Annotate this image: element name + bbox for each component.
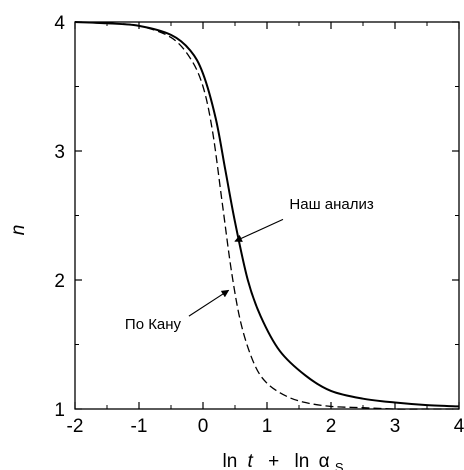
x-axis-label-ln2: ln <box>295 451 310 470</box>
x-tick-label: 2 <box>326 416 337 437</box>
x-axis-label-ln1: ln <box>222 451 237 470</box>
ticks <box>74 21 460 410</box>
x-tick-label: 1 <box>262 416 273 437</box>
annotation-label: По Кану <box>125 316 182 333</box>
y-tick-label: 3 <box>54 142 65 163</box>
x-tick-label: 4 <box>454 416 464 437</box>
tick-labels: -2 -1 0 1 2 3 4 1 2 3 4 <box>54 13 464 437</box>
y-tick-label: 1 <box>54 400 65 421</box>
series-line-dashed <box>74 21 459 410</box>
annotation-arrow <box>188 289 230 317</box>
plot-frame <box>74 21 460 410</box>
annotation-label: Наш анализ <box>289 196 373 213</box>
x-axis-label: ln t + ln α S <box>222 451 343 470</box>
x-tick-label: -1 <box>131 416 148 437</box>
x-axis-label-plus: + <box>268 451 279 470</box>
x-axis-label-sub: S <box>335 460 344 470</box>
series-group <box>74 21 460 410</box>
y-tick-label: 4 <box>54 13 65 34</box>
annotations: Наш анализ По Кану <box>125 196 374 333</box>
x-axis-label-t: t <box>248 451 254 470</box>
x-tick-label: -2 <box>67 416 84 437</box>
x-axis-label-alpha: α <box>319 451 330 470</box>
y-axis-label: n <box>8 225 29 236</box>
x-tick-label: 0 <box>198 416 209 437</box>
y-tick-label: 2 <box>54 271 65 292</box>
series-line-solid <box>74 21 460 408</box>
annotation-arrow <box>234 218 284 242</box>
x-tick-label: 3 <box>390 416 401 437</box>
